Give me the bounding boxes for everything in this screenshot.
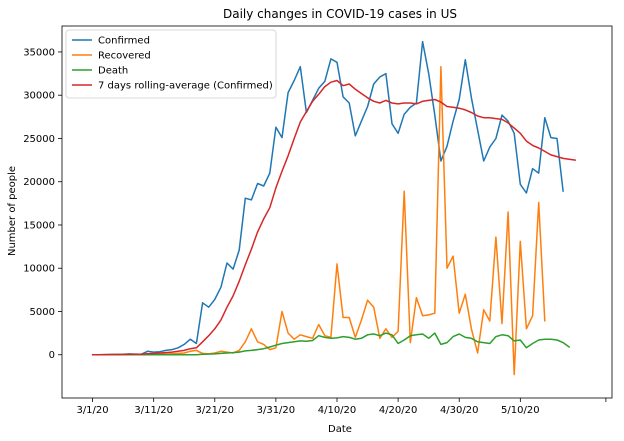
legend-entry: Death — [98, 66, 128, 77]
x-tick-label: 5/10/20 — [501, 405, 540, 416]
y-tick-label: 25000 — [23, 134, 55, 145]
x-tick-label: 3/31/20 — [257, 405, 296, 416]
series-line-1 — [91, 40, 564, 356]
y-tick-label: 15000 — [23, 220, 55, 231]
y-axis-label: Number of people — [7, 166, 18, 256]
x-tick-label: 4/20/20 — [379, 405, 418, 416]
y-tick-label: 35000 — [23, 47, 55, 58]
y-tick-label: 30000 — [23, 91, 55, 102]
series-line-3 — [91, 332, 570, 356]
legend-entry: Recovered — [98, 51, 151, 62]
x-tick-label: 4/30/20 — [440, 405, 479, 416]
x-axis: 3/1/20 3/11/20 3/21/20 3/31/20 4/10/20 4/20/2… — [76, 398, 607, 416]
x-tick-label: 3/21/20 — [195, 405, 234, 416]
legend-entry: 7 days rolling-average (Confirmed) — [98, 81, 273, 92]
x-axis-label: Date — [328, 424, 352, 435]
x-tick-label: 3/11/20 — [134, 405, 173, 416]
y-tick-label: 5000 — [30, 307, 55, 318]
y-tick-label: 10000 — [23, 264, 55, 275]
y-tick-label: 20000 — [23, 177, 55, 188]
x-tick-label: 4/10/20 — [318, 405, 357, 416]
y-axis: 0 5000 10000 15000 20000 25000 30000 35000 — [23, 47, 62, 361]
legend-entry: Confirmed — [98, 36, 150, 47]
series-line-4 — [91, 79, 577, 356]
x-tick-label: 3/1/20 — [76, 405, 108, 416]
series-layer — [91, 40, 577, 376]
chart-title: Daily changes in COVID-19 cases in US — [223, 7, 457, 21]
legend: Confirmed Recovered Death 7 days rolling-av… — [65, 29, 277, 99]
y-tick-label: 0 — [49, 350, 55, 361]
legend-box — [65, 29, 277, 99]
